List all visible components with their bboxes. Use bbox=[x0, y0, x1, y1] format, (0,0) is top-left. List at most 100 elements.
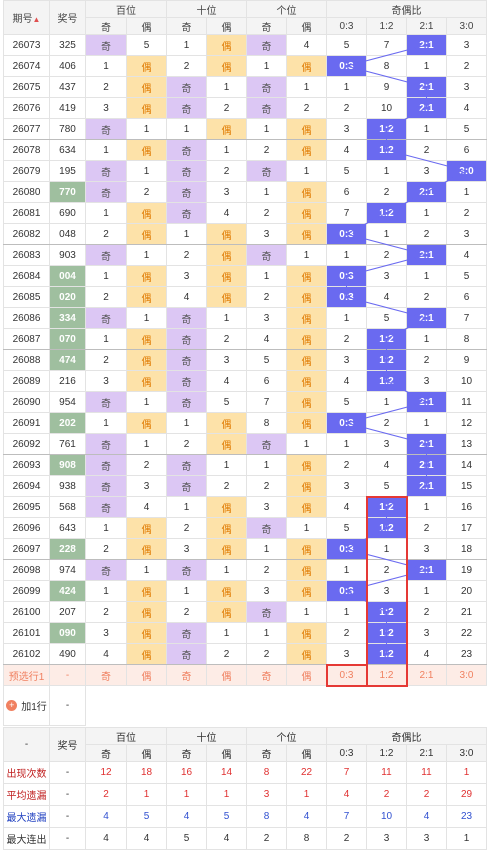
stats-value: 2 bbox=[366, 783, 407, 806]
prize-cell: 004 bbox=[49, 265, 86, 287]
ratio-cell: 1:2 bbox=[366, 139, 407, 161]
ratio-cell: 16 bbox=[446, 496, 487, 518]
even-cell: 偶 bbox=[286, 643, 327, 665]
table-row: 26087 070 1 偶奇 2 4 偶 2 1:2 1 8 bbox=[3, 328, 487, 350]
odd-cell: 奇 bbox=[85, 454, 127, 476]
preselect-cell[interactable]: 0:3 bbox=[326, 664, 367, 686]
ratio-cell: 2 bbox=[326, 622, 367, 644]
even-cell: 1 bbox=[206, 559, 247, 581]
preselect-cell[interactable]: 奇 bbox=[166, 664, 207, 686]
even-cell: 1 bbox=[126, 391, 167, 413]
odd-cell: 1 bbox=[246, 181, 287, 203]
odd-cell: 2 bbox=[166, 601, 207, 623]
issue-cell: 26091 bbox=[3, 412, 50, 434]
even-cell: 偶 bbox=[286, 181, 327, 203]
ratio-cell: 3 bbox=[366, 265, 407, 287]
ratio-cell: 0:3 bbox=[326, 538, 367, 560]
stats-value: 2 bbox=[326, 827, 367, 850]
ratio-cell: 2 bbox=[326, 454, 367, 476]
odd-label: 奇 bbox=[166, 744, 207, 762]
ratio-cell: 1 bbox=[326, 559, 367, 581]
odd-label: 奇 bbox=[166, 17, 207, 35]
ratio-cell: 1:2 bbox=[366, 622, 407, 644]
issue-cell: 26077 bbox=[3, 118, 50, 140]
odd-cell: 1 bbox=[85, 139, 127, 161]
sort-icon[interactable]: ▲ bbox=[32, 15, 41, 24]
table-row: 26073 325 奇 5 1 偶奇 4 5 7 2:1 3 bbox=[3, 34, 487, 56]
preselect-cell[interactable]: 2:1 bbox=[406, 664, 447, 686]
preselect-cell[interactable]: 偶 bbox=[286, 664, 327, 686]
even-cell: 2 bbox=[206, 475, 247, 497]
ratio-label: 0:3 bbox=[326, 744, 367, 762]
preselect-cell[interactable]: 1:2 bbox=[366, 664, 407, 686]
odd-cell: 2 bbox=[85, 538, 127, 560]
odd-cell: 1 bbox=[85, 412, 127, 434]
preselect-label: 预选行1 bbox=[3, 664, 50, 686]
prize-cell: 216 bbox=[49, 370, 86, 392]
stats-value: 22 bbox=[286, 761, 327, 784]
odd-cell: 7 bbox=[246, 391, 287, 413]
table-row: 26093 908 奇 2 奇 1 1 偶 2 4 2:1 14 bbox=[3, 454, 487, 476]
preselect-row[interactable]: 预选行1 - 奇 偶 奇 偶 奇 偶 0:3 1:2 2:1 3:0 bbox=[3, 664, 487, 686]
preselect-cell[interactable]: 奇 bbox=[85, 664, 127, 686]
ratio-cell: 1 bbox=[366, 391, 407, 413]
add-row-label: 加1行 bbox=[21, 702, 47, 713]
table-row: 26077 780 奇 1 1 偶 1 偶 3 1:2 1 5 bbox=[3, 118, 487, 140]
odd-cell: 1 bbox=[85, 517, 127, 539]
even-cell: 偶 bbox=[126, 139, 167, 161]
ratio-cell: 1 bbox=[406, 580, 447, 602]
add-row-button[interactable]: + 加1行 bbox=[6, 698, 47, 713]
ratio-cell: 2 bbox=[446, 202, 487, 224]
even-cell: 4 bbox=[286, 34, 327, 56]
stats-row: 最大连出 -4 4 5 4 2 8 2 3 3 1 bbox=[3, 827, 487, 850]
odd-cell: 1 bbox=[85, 202, 127, 224]
issue-cell: 26095 bbox=[3, 496, 50, 518]
preselect-cell[interactable]: 偶 bbox=[126, 664, 167, 686]
stats-value: 4 bbox=[166, 805, 207, 828]
even-cell: 偶 bbox=[126, 55, 167, 77]
ratio-label: 1:2 bbox=[366, 17, 407, 35]
stats-prize: - bbox=[49, 827, 86, 850]
ratio-cell: 1 bbox=[366, 538, 407, 560]
stats-value: 1 bbox=[126, 783, 167, 806]
issue-header[interactable]: 期号▲ bbox=[3, 0, 50, 35]
prize-cell: 202 bbox=[49, 412, 86, 434]
odd-cell: 3 bbox=[166, 538, 207, 560]
odd-cell: 3 bbox=[85, 370, 127, 392]
preselect-cell[interactable]: 奇 bbox=[246, 664, 287, 686]
odd-cell: 奇 bbox=[166, 370, 207, 392]
ratio-cell: 10 bbox=[366, 97, 407, 119]
ratio-cell: 1 bbox=[406, 118, 447, 140]
preselect-cell[interactable]: 3:0 bbox=[446, 664, 487, 686]
stats-value: 12 bbox=[85, 761, 127, 784]
ratio-cell: 2 bbox=[366, 412, 407, 434]
odd-cell: 3 bbox=[166, 265, 207, 287]
stats-value: 8 bbox=[246, 761, 287, 784]
tens-header: 十位 bbox=[166, 0, 247, 18]
ratio-cell: 2 bbox=[366, 181, 407, 203]
odd-cell: 奇 bbox=[246, 76, 287, 98]
even-cell: 偶 bbox=[126, 265, 167, 287]
preselect-cell[interactable]: 偶 bbox=[206, 664, 247, 686]
add-row-cell[interactable]: + 加1行 bbox=[3, 685, 50, 726]
issue-cell: 26100 bbox=[3, 601, 50, 623]
prize-cell: 474 bbox=[49, 349, 86, 371]
ratio-cell: 7 bbox=[326, 202, 367, 224]
stats-value: 29 bbox=[446, 783, 487, 806]
ratio-cell: 2:1 bbox=[406, 433, 447, 455]
ratio-cell: 8 bbox=[366, 55, 407, 77]
table-row: 26083 903 奇 1 2 偶奇 1 1 2 2:1 4 bbox=[3, 244, 487, 266]
ratio-cell: 6 bbox=[446, 139, 487, 161]
table-row: 26091 202 1 偶 1 偶 8 偶 0:3 2 1 12 bbox=[3, 412, 487, 434]
issue-cell: 26099 bbox=[3, 580, 50, 602]
odd-cell: 1 bbox=[166, 223, 207, 245]
table-row: 26095 568 奇 4 1 偶 3 偶 4 1:2 1 16 bbox=[3, 496, 487, 518]
odd-cell: 1 bbox=[166, 118, 207, 140]
stats-label: 最大遗漏 bbox=[3, 805, 50, 828]
even-cell: 偶 bbox=[126, 223, 167, 245]
odd-cell: 奇 bbox=[166, 97, 207, 119]
ratio-cell: 2 bbox=[446, 55, 487, 77]
odd-cell: 2 bbox=[246, 139, 287, 161]
stats-value: 16 bbox=[166, 761, 207, 784]
ratio-cell: 1 bbox=[406, 265, 447, 287]
